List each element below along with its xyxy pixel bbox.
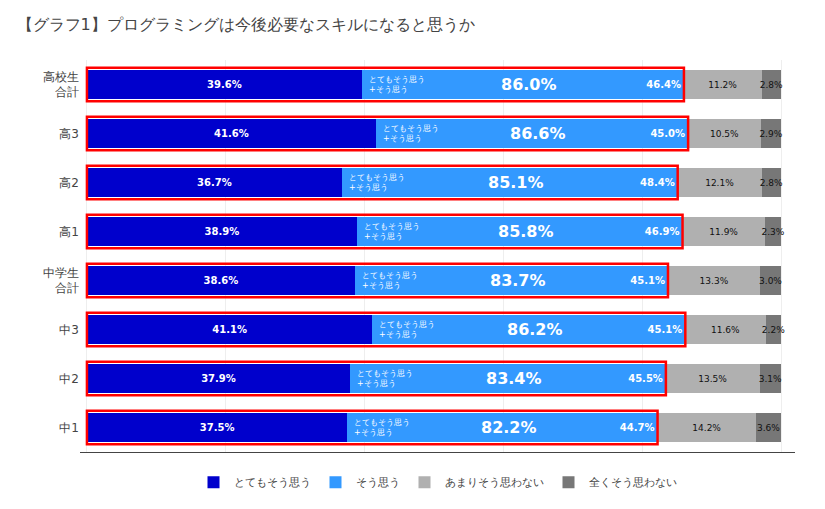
svg-text:45.5%: 45.5% bbox=[628, 373, 663, 384]
svg-text:とてもそう思う: とてもそう思う bbox=[234, 476, 311, 489]
svg-text:【グラフ1】プログラミングは今後必要なスキルになると思うか: 【グラフ1】プログラミングは今後必要なスキルになると思うか bbox=[17, 15, 475, 34]
svg-text:とてもそう思う+そう思う: とてもそう思う+そう思う bbox=[362, 271, 418, 290]
svg-text:そう思う: そう思う bbox=[356, 476, 400, 489]
svg-text:82.2%: 82.2% bbox=[481, 418, 537, 437]
svg-text:83.4%: 83.4% bbox=[486, 369, 542, 388]
svg-text:83.7%: 83.7% bbox=[490, 271, 546, 290]
svg-text:中2: 中2 bbox=[59, 372, 79, 386]
svg-text:45.1%: 45.1% bbox=[630, 275, 665, 286]
svg-text:11.9%: 11.9% bbox=[709, 227, 738, 237]
svg-text:86.2%: 86.2% bbox=[507, 320, 563, 339]
svg-text:3.0%: 3.0% bbox=[759, 276, 782, 286]
svg-text:2.8%: 2.8% bbox=[760, 80, 783, 90]
svg-text:38.6%: 38.6% bbox=[204, 275, 239, 286]
svg-text:45.1%: 45.1% bbox=[648, 324, 683, 335]
svg-text:高2: 高2 bbox=[59, 176, 79, 190]
svg-text:86.6%: 86.6% bbox=[510, 124, 566, 143]
svg-text:とてもそう思う+そう思う: とてもそう思う+そう思う bbox=[354, 418, 410, 437]
svg-text:41.6%: 41.6% bbox=[214, 128, 249, 139]
svg-text:中1: 中1 bbox=[59, 421, 79, 435]
svg-text:2.8%: 2.8% bbox=[760, 178, 783, 188]
svg-text:45.0%: 45.0% bbox=[650, 128, 685, 139]
svg-text:86.0%: 86.0% bbox=[501, 75, 557, 94]
svg-text:46.9%: 46.9% bbox=[645, 226, 680, 237]
svg-text:10.5%: 10.5% bbox=[710, 129, 739, 139]
svg-text:とてもそう思う+そう思う: とてもそう思う+そう思う bbox=[349, 173, 405, 192]
svg-text:44.7%: 44.7% bbox=[620, 422, 655, 433]
svg-text:3.6%: 3.6% bbox=[757, 423, 780, 433]
svg-text:あまりそう思わない: あまりそう思わない bbox=[445, 476, 544, 489]
svg-text:全くそう思わない: 全くそう思わない bbox=[589, 476, 677, 489]
svg-text:13.3%: 13.3% bbox=[700, 276, 729, 286]
svg-text:39.6%: 39.6% bbox=[207, 79, 242, 90]
svg-text:14.2%: 14.2% bbox=[692, 423, 721, 433]
svg-text:12.1%: 12.1% bbox=[705, 178, 734, 188]
svg-text:37.5%: 37.5% bbox=[200, 422, 235, 433]
svg-text:41.1%: 41.1% bbox=[212, 324, 247, 335]
svg-text:85.8%: 85.8% bbox=[498, 222, 554, 241]
svg-text:とてもそう思う+そう思う: とてもそう思う+そう思う bbox=[364, 222, 420, 241]
svg-text:36.7%: 36.7% bbox=[197, 177, 232, 188]
svg-text:2.2%: 2.2% bbox=[762, 325, 785, 335]
svg-text:とてもそう思う+そう思う: とてもそう思う+そう思う bbox=[357, 369, 413, 388]
svg-text:高1: 高1 bbox=[59, 225, 79, 239]
svg-text:高校生合計: 高校生合計 bbox=[43, 70, 79, 100]
svg-text:11.2%: 11.2% bbox=[708, 80, 737, 90]
svg-text:85.1%: 85.1% bbox=[488, 173, 544, 192]
svg-text:38.9%: 38.9% bbox=[205, 226, 240, 237]
svg-text:3.1%: 3.1% bbox=[759, 374, 782, 384]
svg-text:13.5%: 13.5% bbox=[698, 374, 727, 384]
svg-text:11.6%: 11.6% bbox=[711, 325, 740, 335]
svg-text:とてもそう思う+そう思う: とてもそう思う+そう思う bbox=[383, 124, 439, 143]
svg-text:中3: 中3 bbox=[59, 323, 79, 337]
svg-text:46.4%: 46.4% bbox=[646, 79, 681, 90]
svg-text:高3: 高3 bbox=[59, 127, 79, 141]
svg-text:37.9%: 37.9% bbox=[201, 373, 236, 384]
svg-text:2.9%: 2.9% bbox=[759, 129, 782, 139]
svg-text:とてもそう思う+そう思う: とてもそう思う+そう思う bbox=[379, 320, 435, 339]
svg-text:2.3%: 2.3% bbox=[761, 227, 784, 237]
svg-text:48.4%: 48.4% bbox=[640, 177, 675, 188]
svg-text:とてもそう思う+そう思う: とてもそう思う+そう思う bbox=[369, 75, 425, 94]
svg-text:中学生合計: 中学生合計 bbox=[43, 266, 79, 296]
